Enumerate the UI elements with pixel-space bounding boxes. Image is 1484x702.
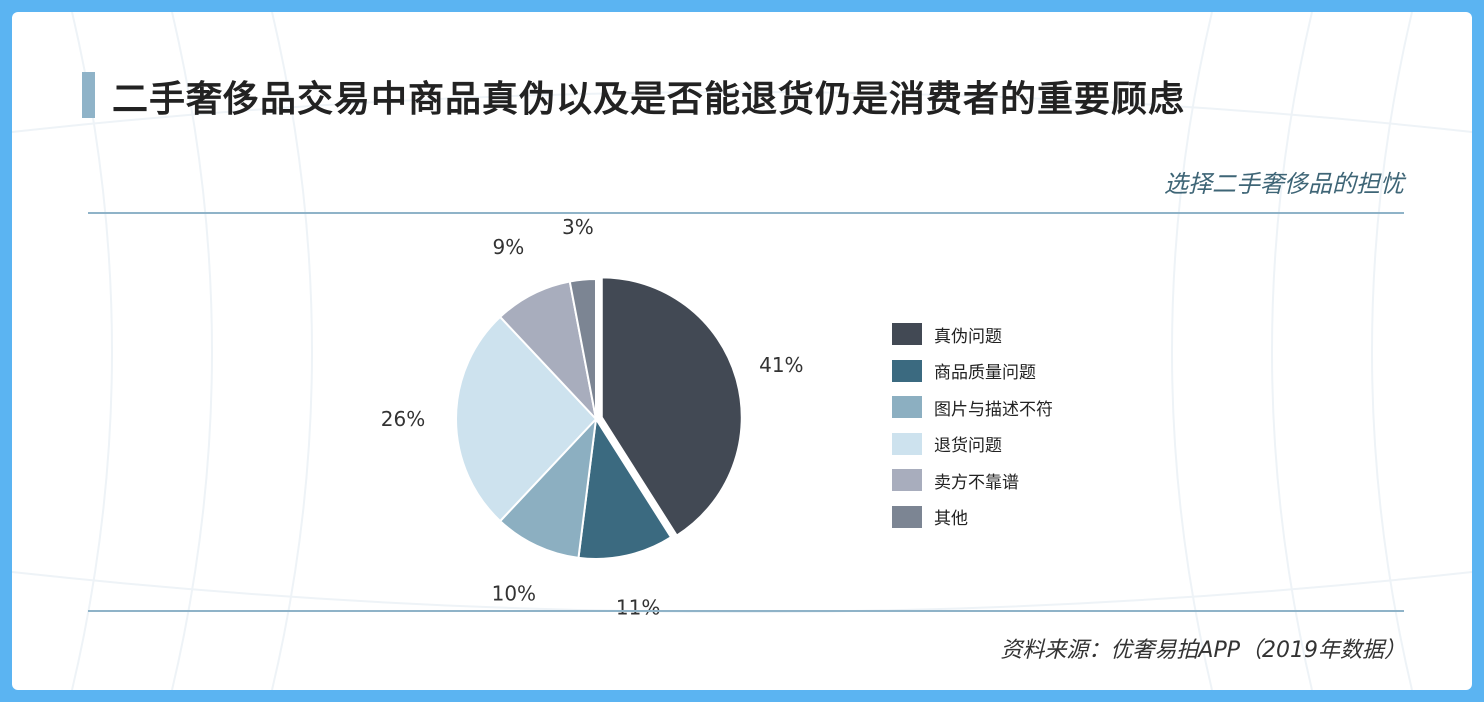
slice-value-label: 11% <box>616 595 660 619</box>
legend-label: 退货问题 <box>934 436 1002 457</box>
legend-swatch <box>892 359 922 382</box>
source-note: 资料来源：优奢易拍APP（2019年数据） <box>1000 638 1406 663</box>
pie-chart: 41% 11% 10% 26% 9% 3% <box>381 215 804 619</box>
legend-item: 退货问题 <box>892 426 1053 463</box>
legend-swatch <box>892 396 922 419</box>
legend-swatch <box>892 323 922 346</box>
legend-swatch <box>892 432 922 455</box>
legend-swatch <box>892 505 922 528</box>
legend-item: 图片与描述不符 <box>892 389 1053 426</box>
chart-legend: 真伪问题商品质量问题 图片与描述不符 退货问题卖方不靠谱其他 <box>892 316 1053 535</box>
chart-card: 二手奢侈品交易中商品真伪以及是否能退货仍是消费者的重要顾虑 选择二手奢侈品的担忧… <box>12 12 1472 690</box>
page-title: 二手奢侈品交易中商品真伪以及是否能退货仍是消费者的重要顾虑 <box>112 79 1186 120</box>
legend-label: 其他 <box>934 509 968 530</box>
chart-subtitle: 选择二手奢侈品的担忧 <box>1164 170 1404 198</box>
slice-value-label: 10% <box>492 582 536 606</box>
legend-item: 商品质量问题 <box>892 353 1053 390</box>
pie-slice <box>600 276 743 537</box>
pie-slice <box>454 315 598 523</box>
bottom-divider <box>88 610 1404 612</box>
pie-slice <box>568 277 597 420</box>
pie-slice <box>577 416 673 560</box>
legend-swatch <box>892 469 922 492</box>
pie-slice <box>498 280 598 423</box>
slice-value-label: 9% <box>493 235 525 259</box>
title-accent-bar <box>82 72 95 118</box>
legend-item: 卖方不靠谱 <box>892 462 1053 499</box>
slice-value-label: 26% <box>381 407 425 431</box>
top-divider <box>88 212 1404 214</box>
background-pattern <box>12 12 1472 690</box>
slice-value-label: 3% <box>562 215 594 239</box>
legend-label: 图片与描述不符 <box>934 399 1053 420</box>
legend-label: 卖方不靠谱 <box>934 472 1019 493</box>
legend-label: 真伪问题 <box>934 326 1002 347</box>
legend-label: 商品质量问题 <box>934 363 1036 384</box>
slice-value-label: 41% <box>759 353 803 377</box>
legend-item: 真伪问题 <box>892 316 1053 353</box>
pie-slice <box>498 416 598 560</box>
legend-item: 其他 <box>892 499 1053 536</box>
